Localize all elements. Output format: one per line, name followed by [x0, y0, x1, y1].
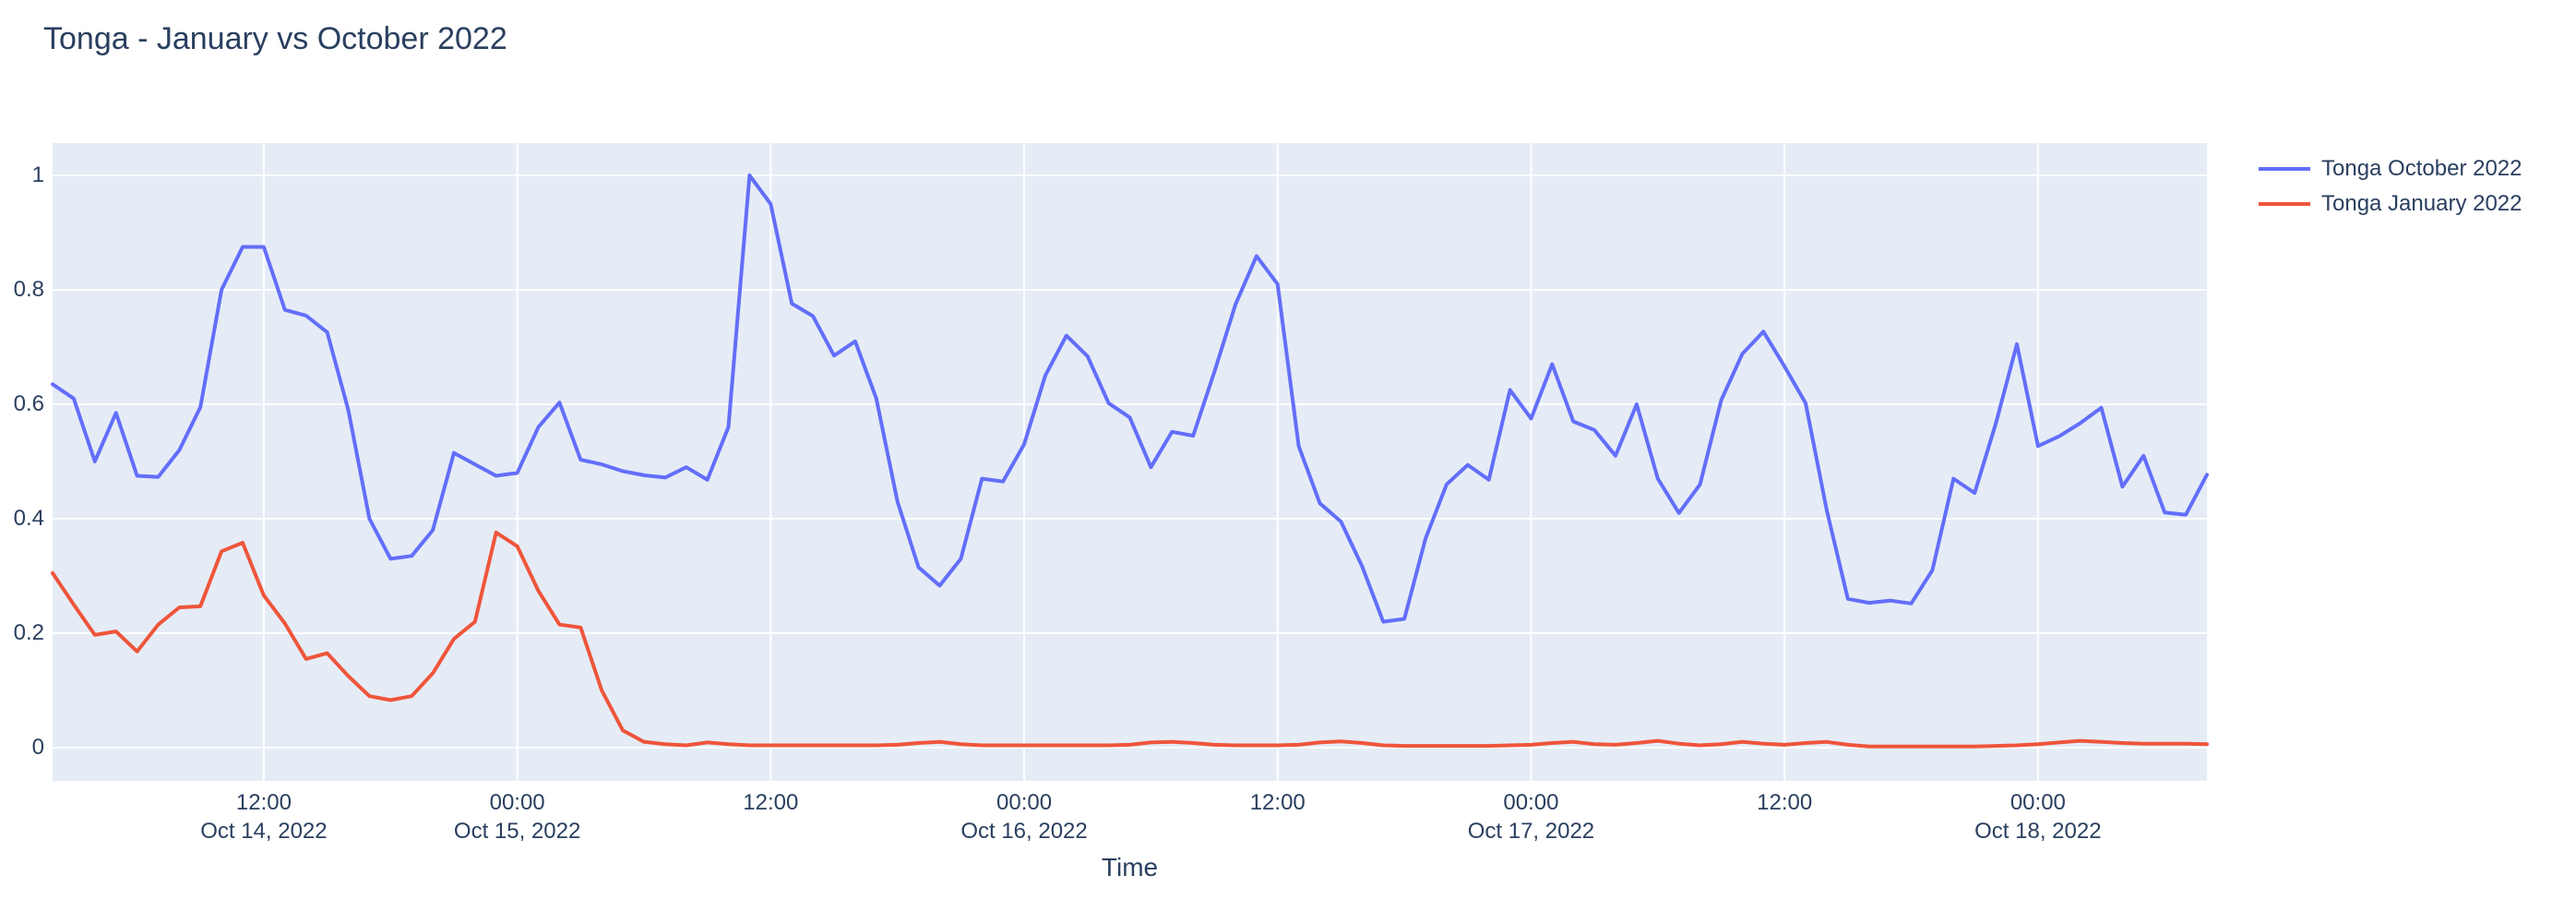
x-tick-date: Oct 18, 2022	[1974, 819, 2102, 844]
x-tick-label: 00:00 Oct 16, 2022	[960, 788, 1087, 845]
x-tick-time: 00:00	[1503, 790, 1559, 815]
chart-title: Tonga - January vs October 2022	[43, 21, 507, 56]
series-line-tonga-january-2022[interactable]	[51, 530, 2209, 749]
x-tick-label: 12:00	[743, 788, 798, 817]
x-tick-time: 12:00	[1757, 790, 1813, 815]
x-tick-date: Oct 15, 2022	[453, 819, 581, 844]
plot-area[interactable]	[53, 143, 2207, 781]
x-tick-label: 00:00 Oct 15, 2022	[454, 788, 580, 845]
x-tick-time: 00:00	[996, 790, 1053, 815]
x-tick-label: 12:00	[1757, 788, 1812, 817]
x-axis-title: Time	[1101, 853, 1159, 881]
x-tick-time: 12:00	[743, 790, 799, 815]
legend-label: Tonga October 2022	[2321, 156, 2522, 181]
legend-item-tonga-october-2022[interactable]: Tonga October 2022	[2259, 151, 2522, 186]
x-tick-label: 12:00 Oct 14, 2022	[200, 788, 327, 845]
legend: Tonga October 2022 Tonga January 2022	[2259, 151, 2522, 222]
y-tick-label: 1	[31, 162, 44, 187]
legend-line-swatch	[2259, 202, 2310, 206]
x-tick-date: Oct 16, 2022	[960, 819, 1088, 844]
y-tick-label: 0.4	[13, 506, 44, 531]
x-tick-time: 12:00	[1249, 790, 1306, 815]
x-tick-label: 12:00	[1250, 788, 1306, 817]
x-tick-time: 00:00	[2010, 790, 2066, 815]
x-tick-date: Oct 14, 2022	[200, 819, 328, 844]
x-tick-time: 12:00	[235, 790, 292, 815]
x-tick-date: Oct 17, 2022	[1467, 819, 1595, 844]
x-tick-label: 00:00 Oct 17, 2022	[1468, 788, 1594, 845]
y-tick-label: 0.2	[13, 620, 44, 645]
x-tick-time: 00:00	[489, 790, 545, 815]
x-tick-label: 00:00 Oct 18, 2022	[1974, 788, 2101, 845]
y-tick-label: 0.6	[13, 391, 44, 416]
series-line-tonga-october-2022[interactable]	[51, 174, 2209, 624]
legend-item-tonga-january-2022[interactable]: Tonga January 2022	[2259, 186, 2522, 222]
y-tick-label: 0	[31, 735, 44, 760]
y-tick-label: 0.8	[13, 277, 44, 302]
legend-label: Tonga January 2022	[2321, 191, 2522, 216]
legend-line-swatch	[2259, 167, 2310, 171]
